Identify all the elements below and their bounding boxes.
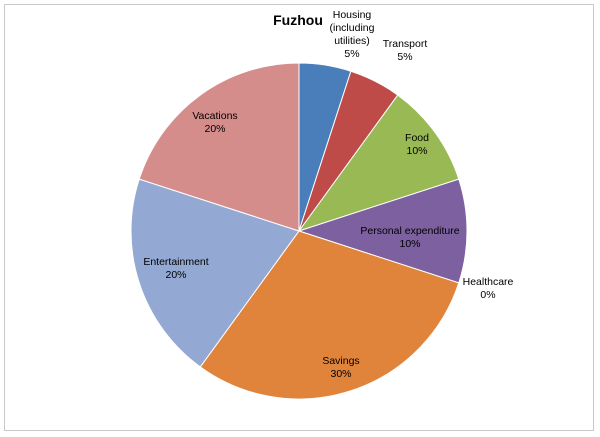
label-transport: Transport 5% <box>383 38 428 63</box>
pie-slices <box>130 62 468 400</box>
slice-vacations <box>138 62 300 232</box>
label-savings: Savings 30% <box>322 355 359 380</box>
slice-personal-expenditure <box>297 178 468 284</box>
label-entertainment: Entertainment 20% <box>143 256 208 281</box>
label-personal-expenditure: Personal expenditure 10% <box>360 225 459 250</box>
label-housing-including-utilities: Housing (including utilities) 5% <box>330 9 375 60</box>
label-food: Food 10% <box>405 132 429 157</box>
slice-entertainment <box>130 178 300 368</box>
label-vacations: Vacations 20% <box>192 110 237 135</box>
label-healthcare: Healthcare 0% <box>463 276 514 301</box>
slice-savings <box>199 230 460 400</box>
slice-food <box>297 94 460 232</box>
chart-title: Fuzhou <box>273 12 323 28</box>
slice-labels: Housing (including utilities) 5% Transport 5%… <box>143 9 513 380</box>
